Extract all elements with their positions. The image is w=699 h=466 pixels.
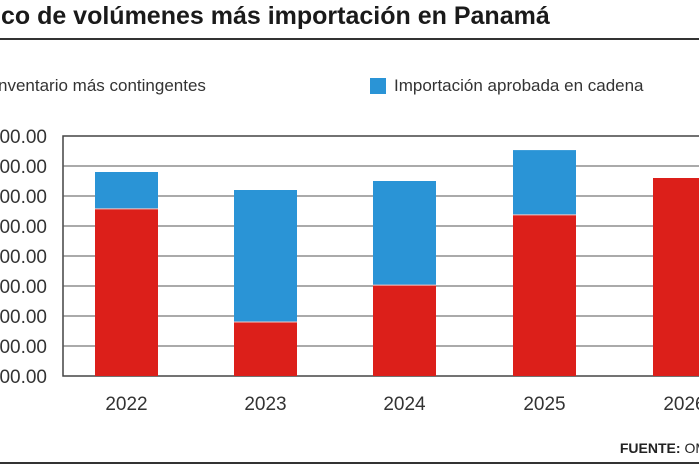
bar-2026-inventario — [653, 178, 699, 376]
x-tick-label: 2026 — [663, 394, 699, 415]
chart-title: ico de volúmenes más importación en Pana… — [0, 2, 550, 30]
y-tick-label: 00.00 — [0, 277, 47, 298]
legend-swatch-blue — [370, 78, 386, 94]
legend-label: Importación aprobada en cadena — [394, 76, 644, 95]
y-tick-label: 00.00 — [0, 367, 47, 388]
y-tick-label: 00.00 — [0, 337, 47, 358]
bar-2024-inventario — [373, 285, 436, 376]
source-value: OM — [684, 440, 699, 456]
legend-item-importacion: Importación aprobada en cadena — [370, 76, 644, 96]
bar-2022-inventario — [95, 208, 158, 376]
bottom-divider — [0, 462, 699, 464]
source-note: FUENTE: OM — [620, 440, 699, 456]
x-tick-label: 2025 — [523, 394, 565, 415]
y-tick-label: 00.00 — [0, 187, 47, 208]
x-tick-label: 2022 — [105, 394, 147, 415]
legend-label: nventario más contingentes — [0, 76, 206, 95]
bar-2024-importacion — [373, 181, 436, 286]
legend-item-inventario: nventario más contingentes — [0, 76, 206, 96]
y-tick-label: 00.00 — [0, 127, 47, 148]
source-label: FUENTE: — [619, 440, 681, 456]
y-tick-label: 00.00 — [0, 157, 47, 178]
y-tick-label: 00.00 — [0, 307, 47, 328]
bar-2025-importacion — [513, 150, 576, 215]
title-divider — [0, 38, 699, 40]
x-tick-label: 2024 — [383, 394, 426, 415]
bar-2023-importacion — [234, 190, 297, 322]
bar-2025-inventario — [513, 214, 576, 376]
bar-2023-inventario — [234, 322, 297, 376]
bar-2022-importacion — [95, 172, 158, 209]
y-tick-label: 00.00 — [0, 247, 47, 268]
x-tick-label: 2023 — [244, 394, 286, 415]
y-tick-label: 00.00 — [0, 217, 47, 238]
